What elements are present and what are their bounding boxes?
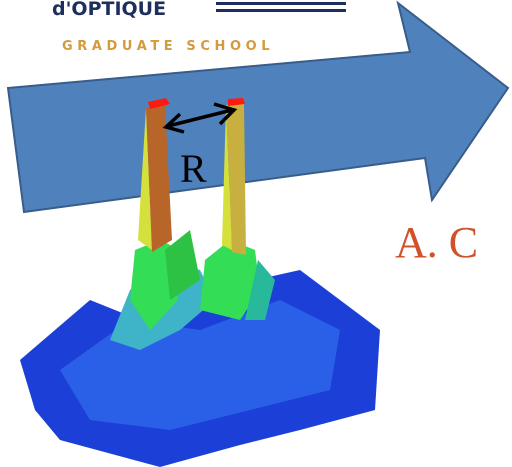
logo-name: d'OPTIQUE — [52, 0, 166, 20]
logo-rule — [216, 2, 346, 5]
figure-label: R — [180, 146, 207, 191]
heading: A. C — [395, 218, 478, 267]
logo-subtitle: GRADUATE SCHOOL — [62, 39, 274, 54]
slide: d'OPTIQUE GRADUATE SCHOOL R A. C — [0, 0, 512, 467]
arrow — [8, 3, 508, 212]
logo-rule — [216, 9, 346, 12]
page: d'OPTIQUE GRADUATE SCHOOL R A. C (() => … — [0, 0, 512, 467]
